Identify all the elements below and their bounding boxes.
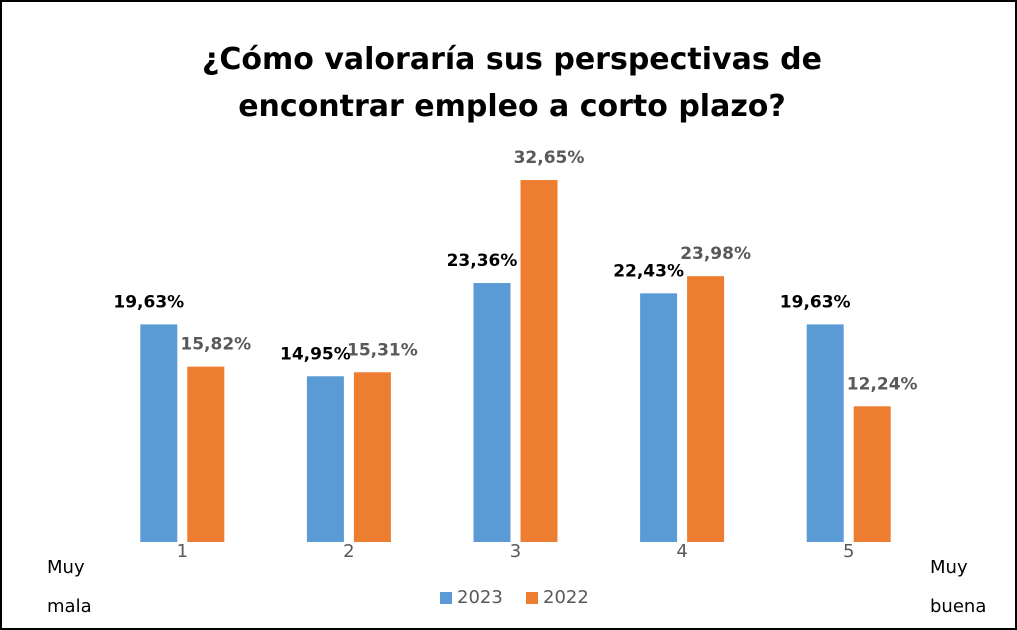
legend-swatch bbox=[440, 592, 452, 604]
bar bbox=[687, 276, 725, 542]
x-tick-label: 1 bbox=[177, 541, 188, 562]
data-label: 32,65% bbox=[514, 148, 585, 168]
bar bbox=[806, 324, 844, 542]
legend-swatch bbox=[526, 592, 538, 604]
bar bbox=[520, 180, 558, 542]
data-label: 23,36% bbox=[447, 251, 518, 271]
data-label: 15,82% bbox=[180, 335, 251, 355]
annotation: buena bbox=[930, 596, 986, 617]
bar bbox=[353, 372, 391, 542]
bar bbox=[640, 293, 678, 542]
x-tick-label: 3 bbox=[510, 541, 521, 562]
bar bbox=[187, 366, 225, 542]
chart-title: ¿Cómo valoraría sus perspectivas de enco… bbox=[202, 42, 822, 124]
data-label: 12,24% bbox=[847, 374, 918, 394]
data-label: 23,98% bbox=[680, 244, 751, 264]
x-tick-label: 4 bbox=[676, 541, 687, 562]
data-label: 19,63% bbox=[780, 292, 851, 312]
bar bbox=[140, 324, 178, 542]
data-label: 15,31% bbox=[347, 340, 418, 360]
data-label: 14,95% bbox=[280, 344, 351, 364]
annotation: Muy bbox=[47, 557, 85, 578]
legend-label: 2023 bbox=[457, 587, 503, 608]
x-tick-label: 2 bbox=[343, 541, 354, 562]
x-tick-label: 5 bbox=[843, 541, 854, 562]
annotation: Muy bbox=[930, 557, 968, 578]
bar bbox=[853, 406, 891, 542]
annotation: mala bbox=[47, 596, 92, 617]
legend-label: 2022 bbox=[543, 587, 589, 608]
data-label: 19,63% bbox=[113, 292, 184, 312]
bar bbox=[306, 376, 344, 542]
data-label: 22,43% bbox=[613, 261, 684, 281]
bar bbox=[473, 283, 511, 542]
